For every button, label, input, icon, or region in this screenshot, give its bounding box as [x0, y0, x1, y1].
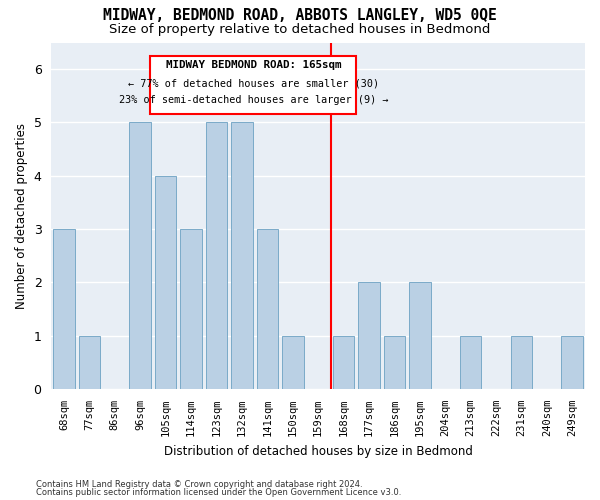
Bar: [79, 336, 100, 389]
Bar: [151, 56, 356, 114]
Text: Contains HM Land Registry data © Crown copyright and database right 2024.: Contains HM Land Registry data © Crown c…: [36, 480, 362, 489]
Text: Contains public sector information licensed under the Open Government Licence v3: Contains public sector information licen…: [36, 488, 401, 497]
Bar: [358, 282, 380, 389]
Text: ← 77% of detached houses are smaller (30): ← 77% of detached houses are smaller (30…: [128, 78, 379, 88]
Text: MIDWAY BEDMOND ROAD: 165sqm: MIDWAY BEDMOND ROAD: 165sqm: [166, 60, 341, 70]
Bar: [53, 229, 75, 389]
Bar: [562, 336, 583, 389]
Bar: [282, 336, 304, 389]
Text: 23% of semi-detached houses are larger (9) →: 23% of semi-detached houses are larger (…: [119, 94, 388, 104]
Bar: [257, 229, 278, 389]
Bar: [383, 336, 405, 389]
Bar: [231, 122, 253, 389]
Bar: [460, 336, 481, 389]
Y-axis label: Number of detached properties: Number of detached properties: [15, 122, 28, 308]
Text: MIDWAY, BEDMOND ROAD, ABBOTS LANGLEY, WD5 0QE: MIDWAY, BEDMOND ROAD, ABBOTS LANGLEY, WD…: [103, 8, 497, 22]
X-axis label: Distribution of detached houses by size in Bedmond: Distribution of detached houses by size …: [164, 444, 473, 458]
Bar: [409, 282, 431, 389]
Bar: [333, 336, 355, 389]
Bar: [206, 122, 227, 389]
Bar: [180, 229, 202, 389]
Bar: [511, 336, 532, 389]
Bar: [130, 122, 151, 389]
Text: Size of property relative to detached houses in Bedmond: Size of property relative to detached ho…: [109, 22, 491, 36]
Bar: [155, 176, 176, 389]
